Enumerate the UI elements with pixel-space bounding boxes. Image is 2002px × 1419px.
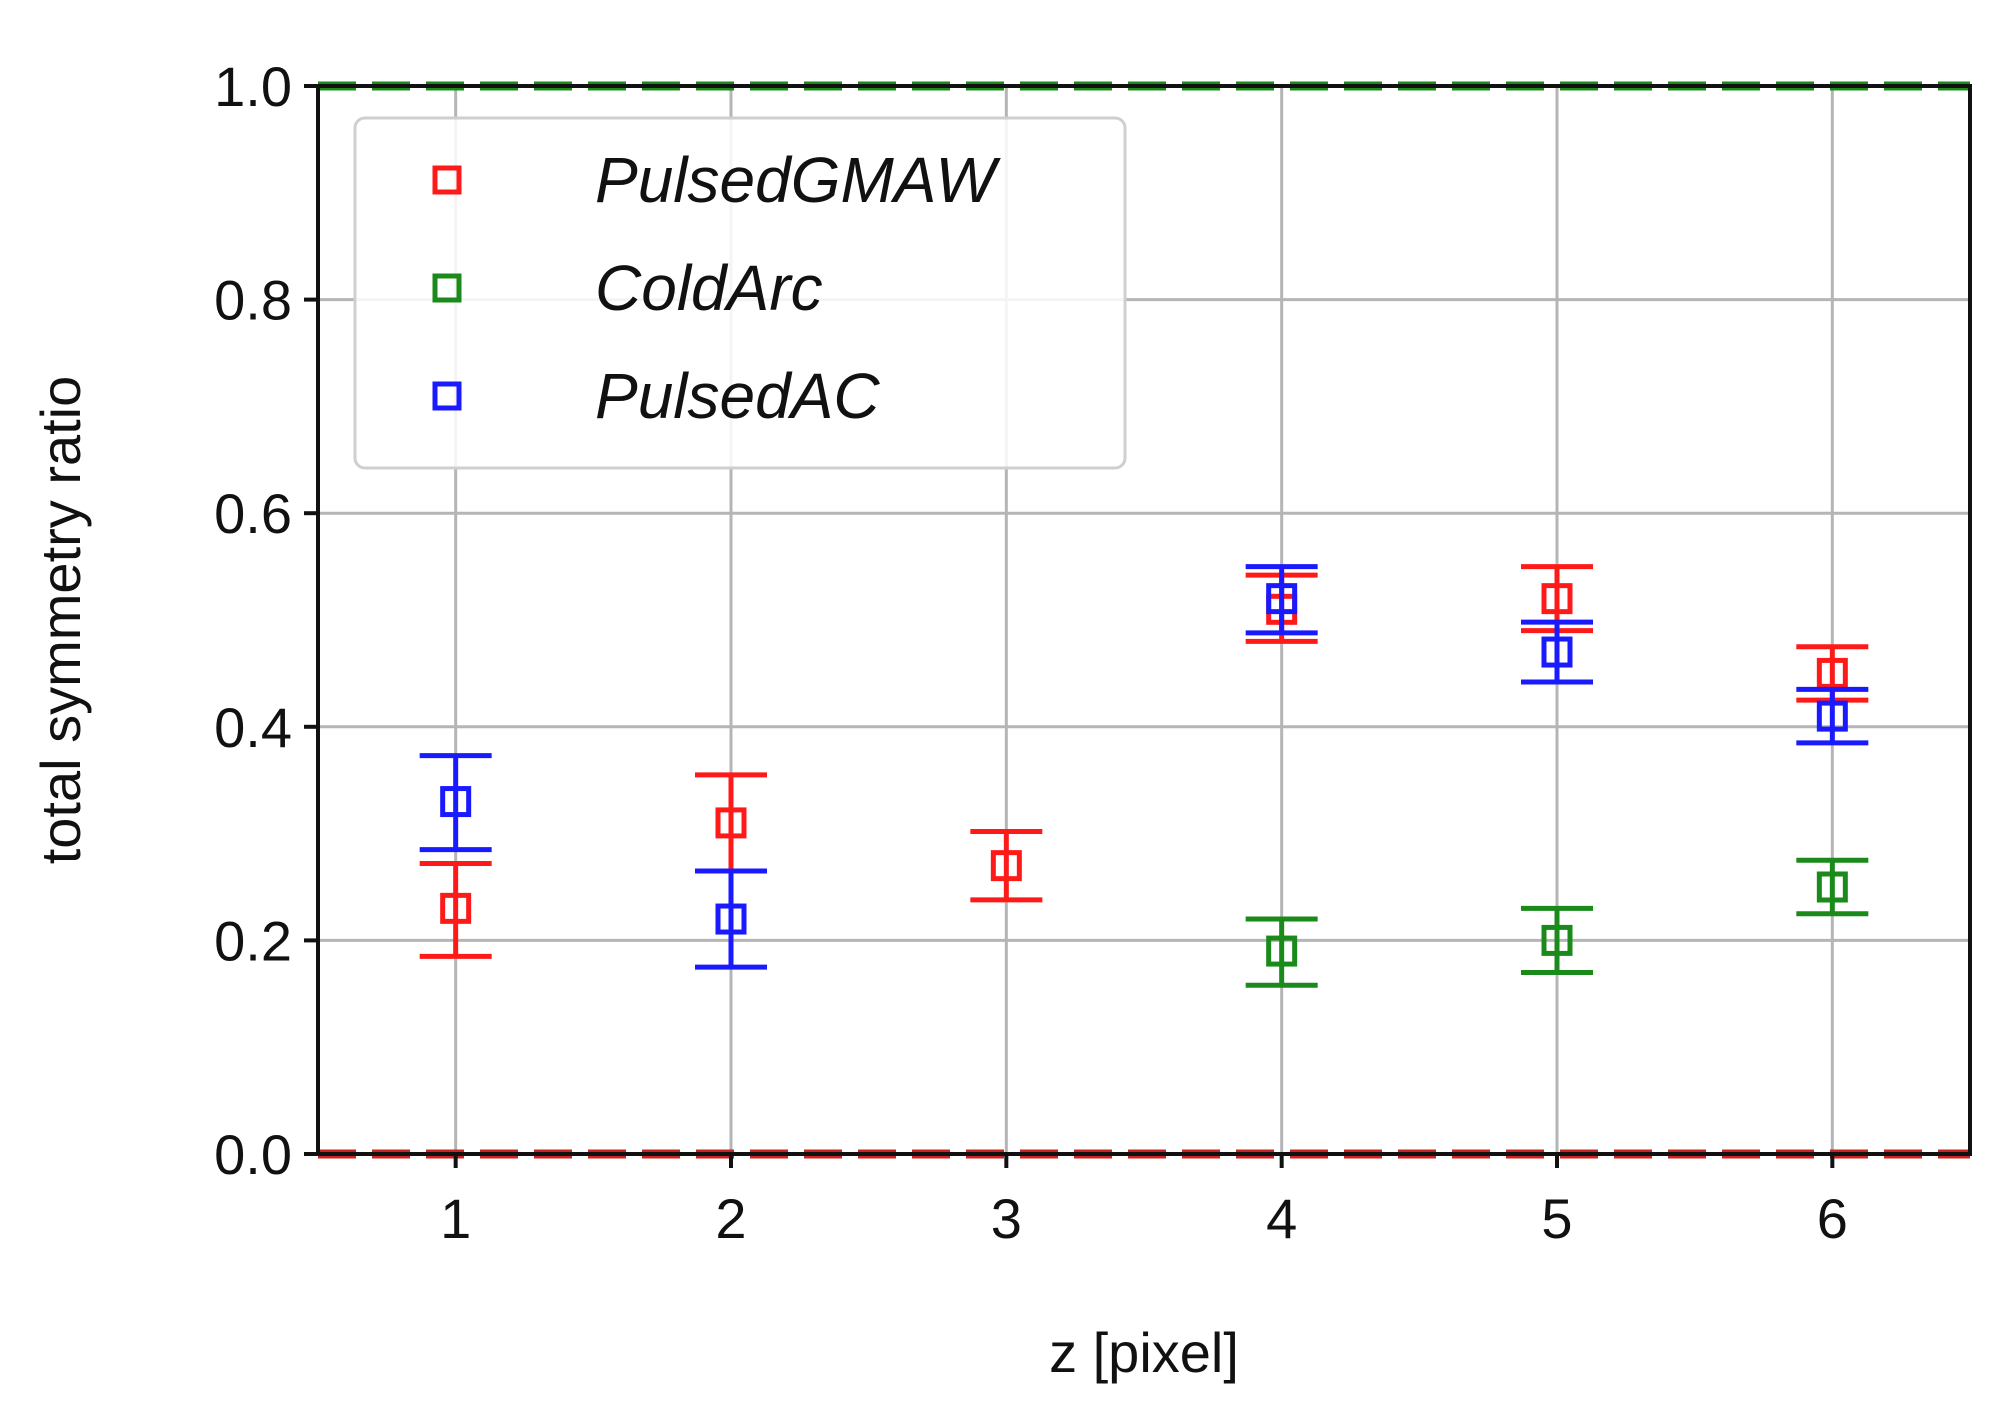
legend-label: ColdArc	[595, 252, 823, 324]
data-point	[1816, 700, 1848, 732]
series-ColdArc	[1245, 857, 1869, 988]
y-tick-label: 1.0	[214, 55, 292, 118]
x-tick-label: 4	[1266, 1187, 1297, 1250]
plot-frame	[316, 84, 1972, 1156]
x-tick-label: 6	[1817, 1187, 1848, 1250]
x-tick-label: 2	[715, 1187, 746, 1250]
legend-marker	[432, 381, 462, 411]
y-tick-label: 0.2	[214, 909, 292, 972]
x-tick-label: 3	[991, 1187, 1022, 1250]
legend: PulsedGMAW ColdArc PulsedAC	[353, 116, 1127, 470]
legend-marker	[432, 273, 462, 303]
data-point	[1816, 657, 1848, 689]
data-point	[440, 892, 472, 924]
x-tick-label: 1	[440, 1187, 471, 1250]
x-tick-label: 5	[1541, 1187, 1572, 1250]
axis-ticks: 1 2 3 4 5 6 0.0 0.2 0.4 0.6 0.8 1.0	[214, 55, 1848, 1250]
series-PulsedAC	[419, 564, 1869, 970]
data-point	[1541, 924, 1573, 956]
y-axis-title: total symmetry ratio	[29, 376, 92, 865]
y-tick-label: 0.0	[214, 1123, 292, 1186]
data-point	[715, 903, 747, 935]
y-tick-label: 0.8	[214, 269, 292, 332]
y-tick-label: 0.6	[214, 482, 292, 545]
y-tick-label: 0.4	[214, 696, 292, 759]
data-point	[990, 850, 1022, 882]
legend-marker	[432, 165, 462, 195]
legend-box	[353, 116, 1127, 470]
data-points	[419, 564, 1869, 988]
data-point	[440, 786, 472, 818]
data-point	[1816, 871, 1848, 903]
data-point	[1541, 636, 1573, 668]
data-point	[1266, 935, 1298, 967]
data-point	[1541, 583, 1573, 615]
data-point	[1266, 583, 1298, 615]
legend-label: PulsedGMAW	[595, 144, 1001, 216]
x-axis-title: z [pixel]	[1049, 1321, 1239, 1384]
data-point	[715, 807, 747, 839]
legend-label: PulsedAC	[595, 360, 880, 432]
